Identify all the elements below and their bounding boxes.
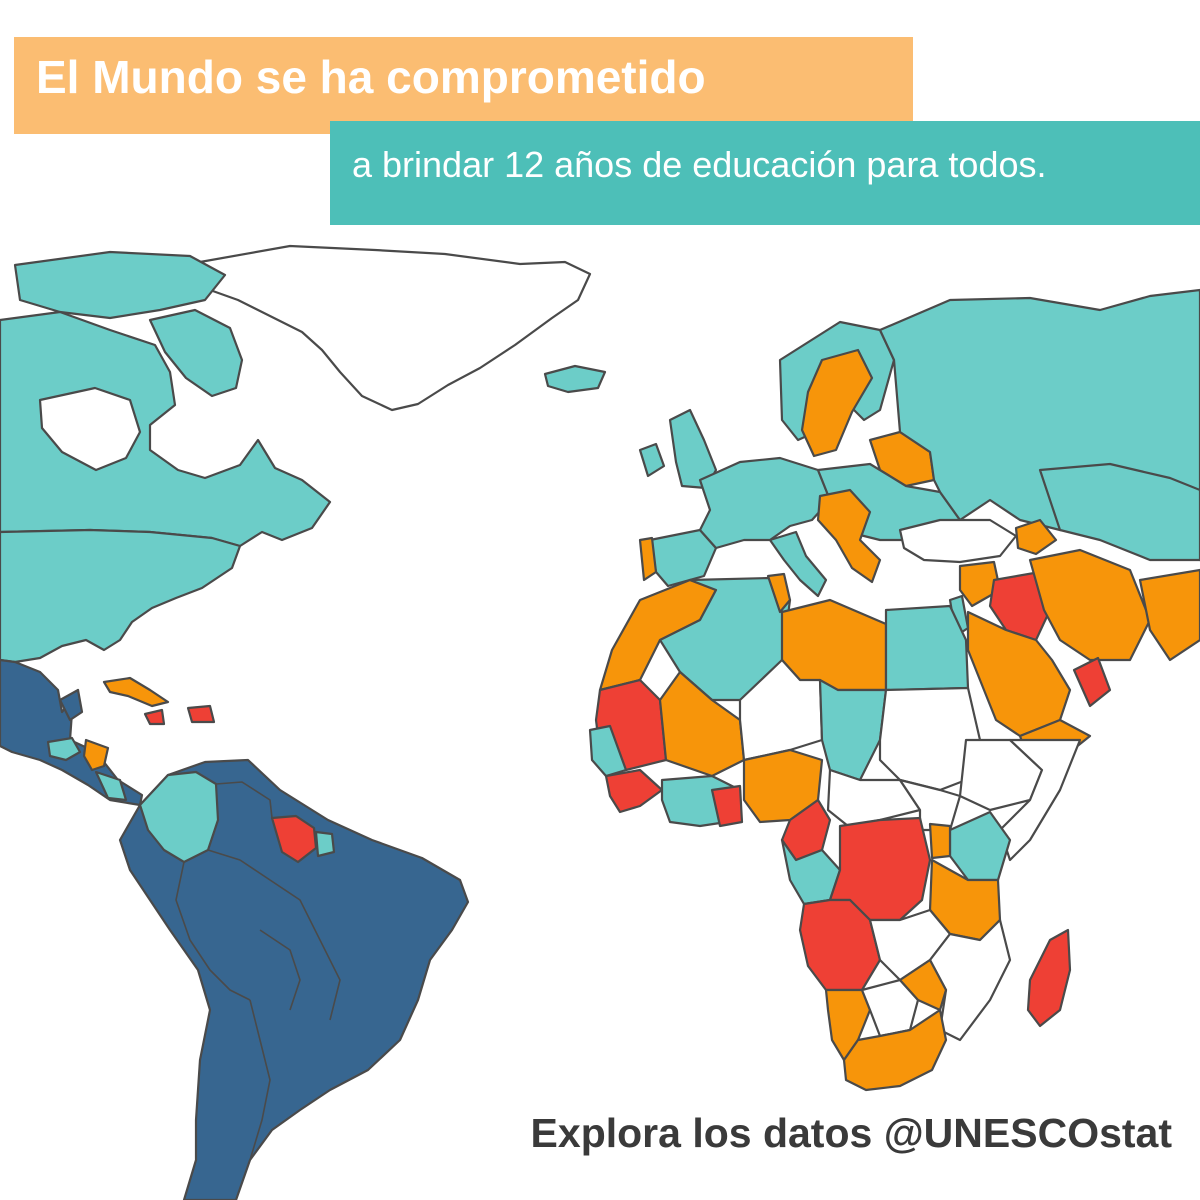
egypt (884, 604, 970, 692)
honduras (82, 738, 110, 772)
greenland (198, 244, 592, 412)
page-subtitle: a brindar 12 años de educación para todo… (352, 144, 1047, 185)
title-banner: El Mundo se ha comprometido (14, 37, 913, 134)
turkey (898, 518, 1018, 564)
arctic-islands (13, 250, 227, 320)
colombia (138, 770, 220, 864)
dominican-republic (186, 704, 216, 724)
south-america (118, 758, 470, 1200)
syria (958, 560, 1002, 608)
yucatan (58, 688, 84, 722)
south-africa (842, 1008, 948, 1092)
french-guiana (314, 830, 336, 858)
zimbabwe (898, 958, 948, 1012)
hudson-bay (38, 386, 142, 472)
angola (798, 898, 882, 992)
sweden (800, 348, 874, 458)
rwanda-burundi (928, 822, 952, 860)
baffin-island (148, 308, 244, 398)
portugal (638, 536, 658, 582)
uganda-kenya (948, 810, 1012, 882)
oman-uae (1072, 656, 1112, 708)
ghana-togo (710, 784, 744, 828)
mexico-central-america (0, 658, 144, 807)
italy (768, 530, 828, 598)
somalia (998, 738, 1082, 862)
madagascar (1026, 928, 1072, 1028)
senegal (588, 724, 628, 778)
pakistan (1138, 568, 1200, 662)
iceland (543, 364, 607, 394)
footer-cta[interactable]: Explora los datos @UNESCOstat (530, 1110, 1172, 1156)
cuba (102, 676, 170, 708)
western-europe (698, 456, 832, 550)
kazakhstan (1038, 462, 1200, 562)
caucasus (1014, 518, 1058, 556)
iran-afghanistan (1028, 548, 1152, 662)
page-title: El Mundo se ha comprometido (36, 51, 706, 103)
subtitle-banner: a brindar 12 años de educación para todo… (330, 121, 1200, 225)
haiti (143, 708, 166, 726)
guinea (604, 768, 664, 814)
guatemala (46, 736, 82, 762)
nicaragua (94, 770, 128, 802)
ireland (638, 442, 666, 478)
tunisia (766, 572, 792, 614)
usa (0, 528, 242, 664)
balkans (816, 488, 882, 584)
central-african-republic (826, 768, 922, 828)
guyana-suriname (270, 814, 318, 864)
chad (818, 678, 888, 782)
